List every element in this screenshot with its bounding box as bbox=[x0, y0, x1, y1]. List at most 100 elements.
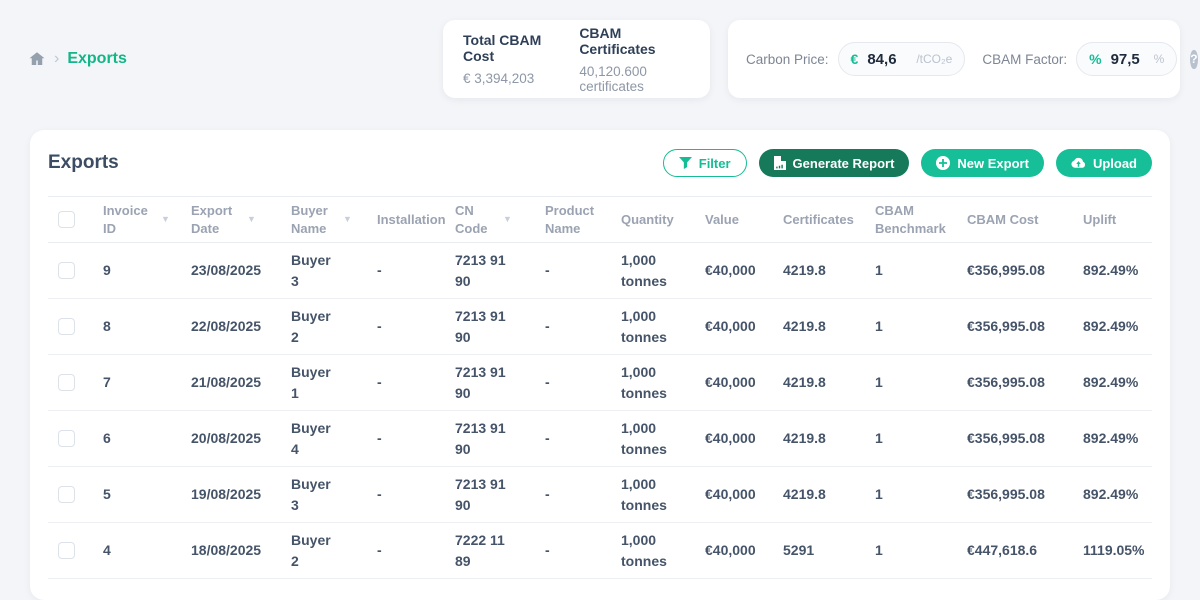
exports-table: Invoice ID ▼ Export Date ▼ Buyer Name ▼ Ins… bbox=[48, 196, 1152, 579]
cell-certificates: 4219.8 bbox=[783, 466, 875, 523]
cell-product-name: - bbox=[545, 242, 621, 299]
cell-export-date: 23/08/2025 bbox=[191, 242, 291, 299]
help-icon[interactable]: ? bbox=[1190, 49, 1198, 69]
cell-cbam-benchmark: 1 bbox=[875, 298, 967, 355]
generate-report-button[interactable]: Generate Report bbox=[758, 149, 910, 177]
cell-quantity: 1,000 tonnes bbox=[621, 410, 705, 467]
table-row[interactable]: 8 22/08/2025 Buyer 2 - 7213 91 90 - 1,00… bbox=[48, 298, 1152, 355]
cell-value: €40,000 bbox=[705, 466, 783, 523]
cell-value: €40,000 bbox=[705, 410, 783, 467]
upload-button[interactable]: Upload bbox=[1055, 149, 1152, 177]
cell-invoice-id: 4 bbox=[103, 522, 191, 579]
row-checkbox[interactable] bbox=[58, 374, 75, 391]
column-header-cbam-cost: CBAM Cost bbox=[967, 196, 1083, 243]
column-header-uplift: Uplift bbox=[1083, 196, 1152, 243]
cell-cbam-cost: €356,995.08 bbox=[967, 466, 1083, 523]
cell-cn-code: 7213 91 90 bbox=[455, 354, 545, 411]
breadcrumb: › Exports bbox=[28, 50, 127, 68]
cell-invoice-id: 5 bbox=[103, 466, 191, 523]
row-checkbox[interactable] bbox=[58, 318, 75, 335]
cell-export-date: 19/08/2025 bbox=[191, 466, 291, 523]
cell-buyer-name: Buyer 1 bbox=[291, 354, 377, 411]
cell-cbam-benchmark: 1 bbox=[875, 242, 967, 299]
row-checkbox[interactable] bbox=[58, 542, 75, 559]
sort-icon[interactable]: ▼ bbox=[503, 214, 512, 224]
breadcrumb-current-page[interactable]: Exports bbox=[67, 50, 127, 67]
cell-export-date: 22/08/2025 bbox=[191, 298, 291, 355]
filter-button[interactable]: Filter bbox=[662, 149, 747, 177]
column-header-value: Value bbox=[705, 196, 783, 243]
table-row[interactable]: 5 19/08/2025 Buyer 3 - 7213 91 90 - 1,00… bbox=[48, 466, 1152, 523]
cell-product-name: - bbox=[545, 298, 621, 355]
cell-value: €40,000 bbox=[705, 242, 783, 299]
cbam-factor-input[interactable] bbox=[1110, 50, 1145, 68]
cell-cbam-cost: €356,995.08 bbox=[967, 242, 1083, 299]
table-header-row: Invoice ID ▼ Export Date ▼ Buyer Name ▼ Ins… bbox=[48, 196, 1152, 243]
column-header-cn-code[interactable]: CN Code ▼ bbox=[455, 196, 545, 243]
sort-icon[interactable]: ▼ bbox=[161, 214, 170, 224]
carbon-price-field[interactable]: € /tCO₂e bbox=[837, 42, 966, 76]
carbon-price-input[interactable] bbox=[867, 50, 908, 68]
cell-uplift: 1119.05% bbox=[1083, 522, 1152, 579]
column-header-certificates: Certificates bbox=[783, 196, 875, 243]
cell-cn-code: 7213 91 90 bbox=[455, 242, 545, 299]
cbam-factor-unit: % bbox=[1153, 52, 1165, 66]
cell-cbam-cost: €447,618.6 bbox=[967, 522, 1083, 579]
sort-icon[interactable]: ▼ bbox=[247, 214, 256, 224]
cell-product-name: - bbox=[545, 410, 621, 467]
total-cbam-cost-value: € 3,394,203 bbox=[463, 71, 535, 86]
home-icon[interactable] bbox=[28, 50, 46, 68]
select-all-checkbox[interactable] bbox=[58, 211, 75, 228]
column-header-cbam-benchmark: CBAM Benchmark bbox=[875, 196, 967, 243]
cell-installation: - bbox=[377, 242, 455, 299]
cell-export-date: 21/08/2025 bbox=[191, 354, 291, 411]
new-export-button[interactable]: New Export bbox=[921, 149, 1044, 177]
cell-cbam-cost: €356,995.08 bbox=[967, 298, 1083, 355]
cell-uplift: 892.49% bbox=[1083, 410, 1152, 467]
cell-certificates: 4219.8 bbox=[783, 242, 875, 299]
row-checkbox[interactable] bbox=[58, 486, 75, 503]
row-checkbox[interactable] bbox=[58, 262, 75, 279]
cell-quantity: 1,000 tonnes bbox=[621, 242, 705, 299]
cell-buyer-name: Buyer 4 bbox=[291, 410, 377, 467]
cell-buyer-name: Buyer 2 bbox=[291, 522, 377, 579]
table-row[interactable]: 4 18/08/2025 Buyer 2 - 7222 11 89 - 1,00… bbox=[48, 522, 1152, 579]
settings-card: Carbon Price: € /tCO₂e CBAM Factor: % % … bbox=[728, 20, 1198, 98]
cell-invoice-id: 8 bbox=[103, 298, 191, 355]
cell-buyer-name: Buyer 2 bbox=[291, 298, 377, 355]
cbam-certificates-stat: CBAM Certificates 40,120.600 certificate… bbox=[579, 25, 690, 94]
cbam-factor-field[interactable]: % % bbox=[1076, 42, 1178, 76]
cell-export-date: 18/08/2025 bbox=[191, 522, 291, 579]
cell-value: €40,000 bbox=[705, 298, 783, 355]
column-header-export-date[interactable]: Export Date ▼ bbox=[191, 196, 291, 243]
row-checkbox[interactable] bbox=[58, 430, 75, 447]
cell-cbam-benchmark: 1 bbox=[875, 522, 967, 579]
cbam-factor-label: CBAM Factor: bbox=[982, 51, 1068, 67]
total-cbam-cost-stat: Total CBAM Cost € 3,394,203 bbox=[463, 32, 555, 86]
cell-value: €40,000 bbox=[705, 354, 783, 411]
report-file-icon bbox=[773, 156, 786, 170]
carbon-price-label: Carbon Price: bbox=[746, 51, 829, 67]
cell-installation: - bbox=[377, 354, 455, 411]
table-row[interactable]: 7 21/08/2025 Buyer 1 - 7213 91 90 - 1,00… bbox=[48, 354, 1152, 411]
column-header-invoice-id[interactable]: Invoice ID ▼ bbox=[103, 196, 191, 243]
table-row[interactable]: 6 20/08/2025 Buyer 4 - 7213 91 90 - 1,00… bbox=[48, 410, 1152, 467]
cell-product-name: - bbox=[545, 522, 621, 579]
cell-product-name: - bbox=[545, 466, 621, 523]
cell-cn-code: 7213 91 90 bbox=[455, 410, 545, 467]
cell-invoice-id: 9 bbox=[103, 242, 191, 299]
column-header-product-name: Product Name bbox=[545, 196, 621, 243]
column-header-installation: Installation bbox=[377, 196, 455, 243]
cell-invoice-id: 7 bbox=[103, 354, 191, 411]
cell-cn-code: 7213 91 90 bbox=[455, 466, 545, 523]
column-header-buyer-name[interactable]: Buyer Name ▼ bbox=[291, 196, 377, 243]
sort-icon[interactable]: ▼ bbox=[343, 214, 352, 224]
cell-cbam-cost: €356,995.08 bbox=[967, 354, 1083, 411]
cell-certificates: 5291 bbox=[783, 522, 875, 579]
cell-cn-code: 7213 91 90 bbox=[455, 298, 545, 355]
cell-installation: - bbox=[377, 298, 455, 355]
cell-value: €40,000 bbox=[705, 522, 783, 579]
carbon-price-unit: /tCO₂e bbox=[916, 52, 953, 66]
table-row[interactable]: 9 23/08/2025 Buyer 3 - 7213 91 90 - 1,00… bbox=[48, 242, 1152, 299]
breadcrumb-chevron-icon: › bbox=[54, 50, 60, 67]
